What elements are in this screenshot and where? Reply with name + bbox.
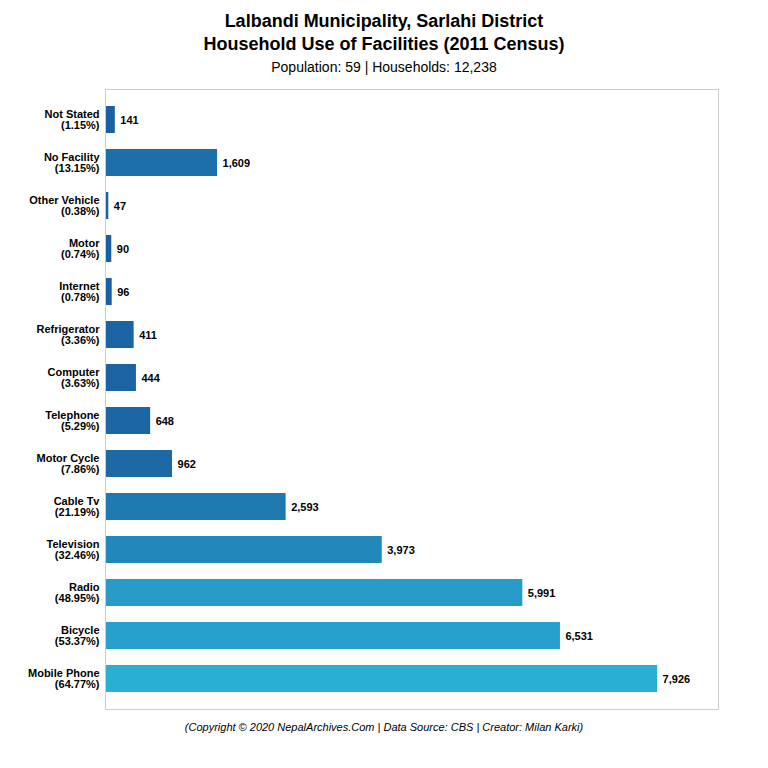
svg-text:Radio(48.95%): Radio(48.95%) xyxy=(55,581,100,604)
svg-text:No Facility(13.15%): No Facility(13.15%) xyxy=(44,151,101,174)
svg-text:411: 411 xyxy=(139,329,157,341)
svg-text:141: 141 xyxy=(120,114,138,126)
svg-text:Telephone(5.29%): Telephone(5.29%) xyxy=(45,409,100,432)
svg-text:1,609: 1,609 xyxy=(223,157,251,169)
svg-text:Motor(0.74%): Motor(0.74%) xyxy=(61,237,100,260)
svg-text:6,531: 6,531 xyxy=(565,630,593,642)
svg-text:444: 444 xyxy=(141,372,160,384)
svg-text:3,973: 3,973 xyxy=(387,544,415,556)
svg-text:Bicycle(53.37%): Bicycle(53.37%) xyxy=(55,624,100,647)
svg-text:Other Vehicle(0.38%): Other Vehicle(0.38%) xyxy=(29,194,100,217)
svg-text:Motor Cycle(7.86%): Motor Cycle(7.86%) xyxy=(37,452,100,475)
html-text:Population: 59 | Households: 1: Population: 59 | Households: 12,238 xyxy=(271,59,497,75)
svg-text:Television(32.46%): Television(32.46%) xyxy=(47,538,100,561)
svg-text:Refrigerator(3.36%): Refrigerator(3.36%) xyxy=(37,323,101,346)
svg-text:648: 648 xyxy=(156,415,174,427)
svg-text:7,926: 7,926 xyxy=(663,673,691,685)
html-text:(Copyright © 2020 NepalArchive: (Copyright © 2020 NepalArchives.Com | Da… xyxy=(184,721,584,733)
svg-text:90: 90 xyxy=(117,243,129,255)
svg-text:Cable Tv(21.19%): Cable Tv(21.19%) xyxy=(54,495,101,518)
svg-text:96: 96 xyxy=(117,286,129,298)
svg-text:Computer(3.63%): Computer(3.63%) xyxy=(48,366,101,389)
svg-text:Not Stated(1.15%): Not Stated(1.15%) xyxy=(45,108,100,131)
svg-text:962: 962 xyxy=(178,458,196,470)
svg-text:5,991: 5,991 xyxy=(528,587,556,599)
svg-text:47: 47 xyxy=(114,200,126,212)
svg-text:Internet(0.78%): Internet(0.78%) xyxy=(59,280,100,303)
svg-text:2,593: 2,593 xyxy=(291,501,319,513)
svg-text:Mobile Phone(64.77%): Mobile Phone(64.77%) xyxy=(28,667,100,690)
html-text:Lalbandi Municipality, Sarlahi: Lalbandi Municipality, Sarlahi District … xyxy=(203,11,565,54)
